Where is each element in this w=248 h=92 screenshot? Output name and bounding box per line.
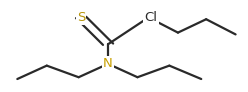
Text: N: N — [103, 57, 113, 70]
Text: Cl: Cl — [145, 11, 157, 24]
Text: S: S — [77, 11, 85, 24]
